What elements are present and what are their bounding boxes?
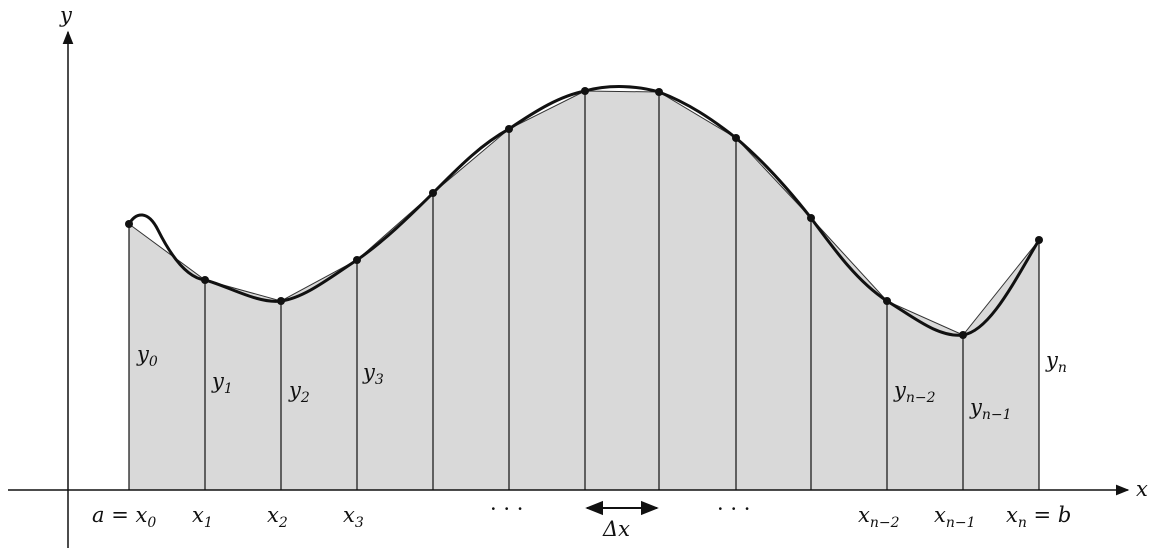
y-label-0: y0 xyxy=(136,342,158,370)
partition-lines xyxy=(128,91,1040,490)
delta-x-label: Δx xyxy=(602,517,630,541)
x-label-1: x1 xyxy=(192,503,213,531)
x-axis-label: x xyxy=(1136,477,1148,501)
y-label-3: y3 xyxy=(362,360,384,388)
x-label-0: a = x0 xyxy=(92,503,156,531)
y-axis-label: y xyxy=(59,3,73,27)
y-label-1: y1 xyxy=(211,369,233,397)
x-label-2: x2 xyxy=(267,503,288,531)
ellipsis-left: · · · xyxy=(490,497,523,521)
x-label-n-1: xn−1 xyxy=(934,503,976,531)
sample-points xyxy=(125,87,1043,339)
ellipsis-right: · · · xyxy=(717,497,750,521)
y-label-n: yn xyxy=(1045,348,1067,376)
x-label-n-2: xn−2 xyxy=(858,503,900,531)
y-label-n-2: yn−2 xyxy=(893,378,936,406)
y-label-2: y2 xyxy=(288,378,310,406)
x-label-n: xn = b xyxy=(1006,503,1071,531)
x-label-3: x3 xyxy=(343,503,364,531)
y-label-n-1: yn−1 xyxy=(969,395,1012,423)
trapezoid-area xyxy=(129,91,1039,490)
